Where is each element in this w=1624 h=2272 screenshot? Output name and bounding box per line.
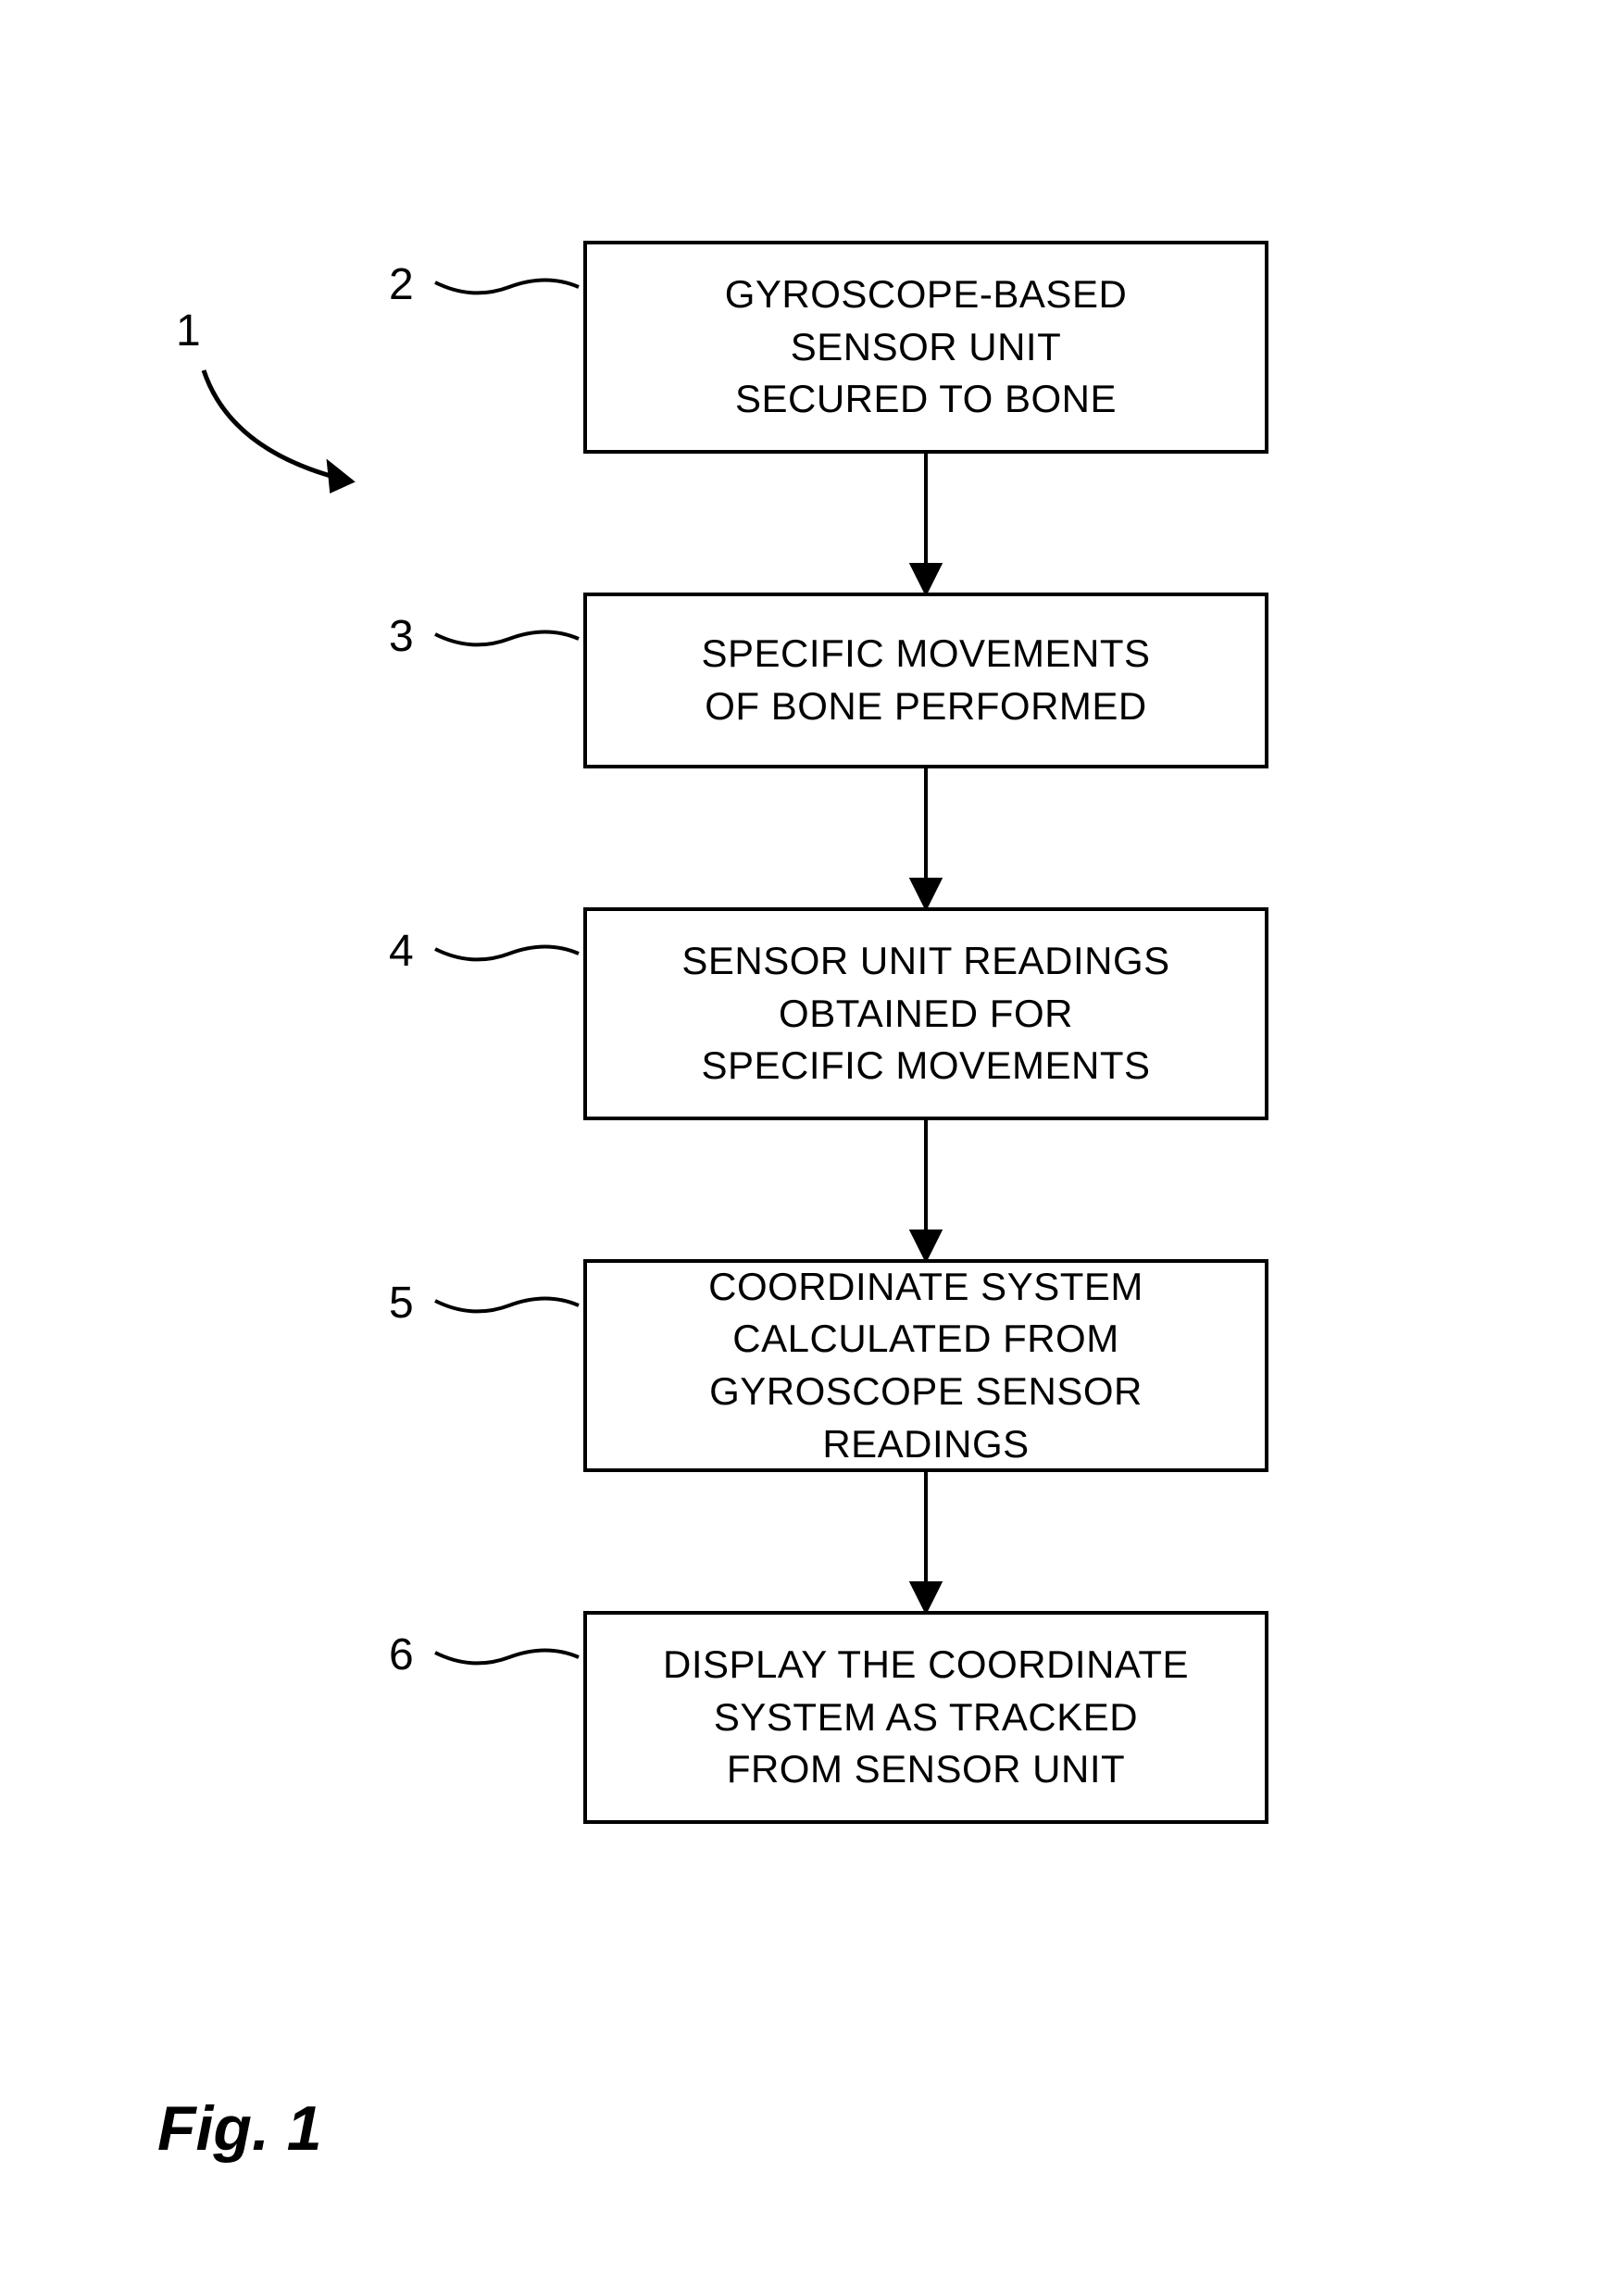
arrow-5-6: [907, 1472, 944, 1616]
figure-caption: Fig. 1: [157, 2092, 322, 2165]
box-label-4: 4: [389, 926, 414, 977]
leader-line-5: [426, 1287, 583, 1333]
flow-box-5-text: COORDINATE SYSTEM CALCULATED FROM GYROSC…: [606, 1261, 1246, 1471]
flow-box-2: GYROSCOPE-BASED SENSOR UNIT SECURED TO B…: [583, 241, 1268, 454]
flow-box-4-text: SENSOR UNIT READINGS OBTAINED FOR SPECIF…: [681, 935, 1169, 1092]
box-label-6: 6: [389, 1629, 414, 1680]
flow-indicator-arrow: [185, 361, 398, 509]
flow-box-6: DISPLAY THE COORDINATE SYSTEM AS TRACKED…: [583, 1611, 1268, 1824]
arrow-4-5: [907, 1120, 944, 1264]
leader-line-3: [426, 620, 583, 667]
flow-box-2-text: GYROSCOPE-BASED SENSOR UNIT SECURED TO B…: [725, 268, 1128, 426]
flow-box-3-text: SPECIFIC MOVEMENTS OF BONE PERFORMED: [701, 628, 1150, 732]
box-label-3: 3: [389, 611, 414, 662]
arrow-3-4: [907, 768, 944, 912]
box-label-2: 2: [389, 259, 414, 310]
arrow-2-3: [907, 454, 944, 597]
flow-box-5: COORDINATE SYSTEM CALCULATED FROM GYROSC…: [583, 1259, 1268, 1472]
flow-box-3: SPECIFIC MOVEMENTS OF BONE PERFORMED: [583, 593, 1268, 768]
flow-box-4: SENSOR UNIT READINGS OBTAINED FOR SPECIF…: [583, 907, 1268, 1120]
leader-line-6: [426, 1639, 583, 1685]
flow-box-6-text: DISPLAY THE COORDINATE SYSTEM AS TRACKED…: [663, 1639, 1189, 1796]
leader-line-4: [426, 935, 583, 981]
leader-line-2: [426, 268, 583, 315]
flow-label-1: 1: [176, 306, 201, 356]
box-label-5: 5: [389, 1278, 414, 1329]
